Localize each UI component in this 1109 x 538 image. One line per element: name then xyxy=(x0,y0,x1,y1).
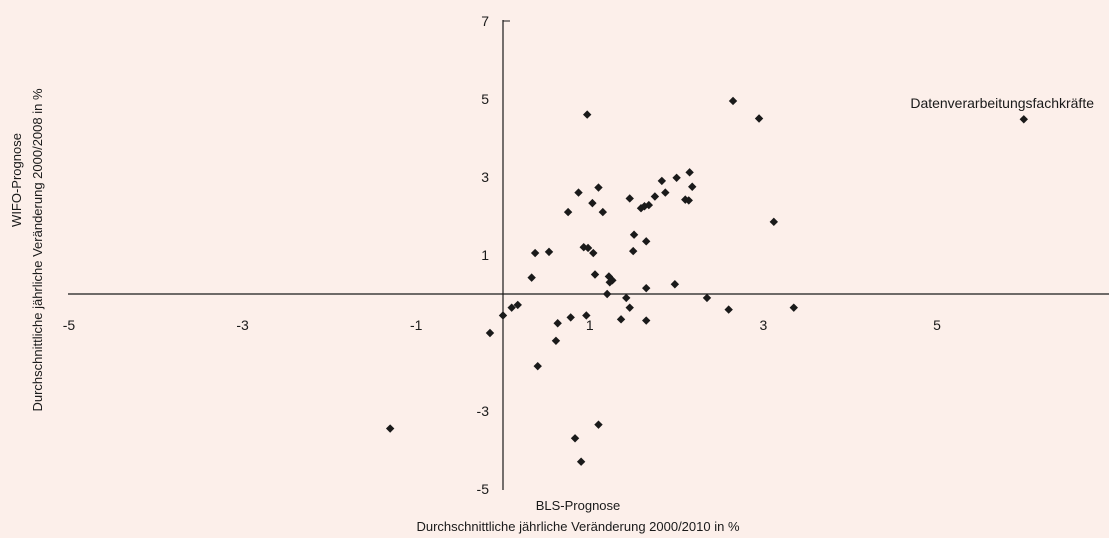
data-point xyxy=(629,246,638,256)
data-point xyxy=(642,283,651,293)
data-point xyxy=(702,293,712,303)
y-tick-label: -5 xyxy=(477,481,490,497)
data-point xyxy=(582,311,591,320)
data-point xyxy=(574,188,583,197)
data-point xyxy=(553,319,562,328)
y-tick-label: 3 xyxy=(481,169,489,185)
x-tick-label: -3 xyxy=(236,317,249,333)
data-point xyxy=(507,303,516,312)
data-point xyxy=(642,316,651,325)
data-point xyxy=(589,248,598,258)
data-point xyxy=(385,424,395,433)
data-point xyxy=(657,176,667,186)
data-point xyxy=(590,270,600,279)
tick-labels: -5 -3 -1 1 3 5 7 5 3 1 -3 -5 xyxy=(63,13,941,497)
data-point xyxy=(672,173,681,182)
data-point xyxy=(551,336,561,345)
data-point xyxy=(594,183,603,192)
data-point xyxy=(563,207,573,217)
data-point xyxy=(625,303,634,312)
data-point xyxy=(642,237,651,246)
x-axis-title-line2: Durchschnittliche jährliche Veränderung … xyxy=(416,519,739,534)
x-tick-label: 5 xyxy=(933,317,941,333)
data-point xyxy=(582,110,592,119)
data-point xyxy=(688,182,697,191)
data-point xyxy=(570,434,580,443)
data-point xyxy=(724,305,733,314)
data-point xyxy=(1019,115,1028,124)
data-point xyxy=(583,243,593,253)
data-point xyxy=(629,230,639,239)
x-axis-title-line1: BLS-Prognose xyxy=(536,498,621,513)
axes xyxy=(68,20,1109,490)
data-point xyxy=(616,315,626,324)
y-axis-title-line2: Durchschnittliche jährliche Veränderung … xyxy=(30,88,45,411)
y-tick-label: -3 xyxy=(477,403,490,419)
y-tick-label: 7 xyxy=(481,13,489,29)
data-point xyxy=(566,313,575,322)
data-point xyxy=(530,248,540,258)
data-point xyxy=(544,247,554,257)
data-point xyxy=(485,328,495,338)
data-point xyxy=(684,196,693,205)
data-point xyxy=(576,457,586,466)
x-tick-label: -1 xyxy=(410,317,423,333)
x-tick-label: 1 xyxy=(586,317,594,333)
data-point xyxy=(498,311,508,320)
y-tick-label: 5 xyxy=(481,91,489,107)
annotation-label: Datenverarbeitungsfachkräfte xyxy=(910,95,1094,111)
data-point xyxy=(625,194,634,203)
data-point xyxy=(533,361,542,371)
data-point xyxy=(602,289,612,299)
data-point xyxy=(527,273,536,282)
data-point xyxy=(636,204,646,213)
data-point xyxy=(605,278,614,287)
data-point xyxy=(594,420,603,429)
x-tick-label: -5 xyxy=(63,317,76,333)
x-tick-label: 3 xyxy=(760,317,768,333)
data-point xyxy=(650,192,660,201)
data-point xyxy=(685,168,694,177)
data-point xyxy=(588,198,597,208)
data-point xyxy=(661,188,670,197)
data-point xyxy=(622,293,631,303)
data-point xyxy=(670,280,680,289)
data-point xyxy=(598,207,608,217)
y-axis-title-line1: WIFO-Prognose xyxy=(9,133,24,227)
y-tick-label: 1 xyxy=(481,247,489,263)
data-points xyxy=(385,96,1028,466)
data-point xyxy=(769,217,779,227)
data-point xyxy=(513,300,522,310)
data-point xyxy=(789,303,798,312)
data-point xyxy=(754,114,764,123)
data-point xyxy=(728,96,738,106)
